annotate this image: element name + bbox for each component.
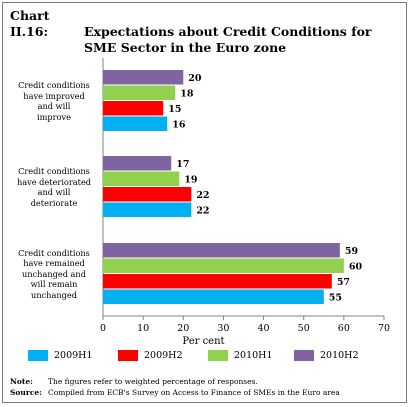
x-tick-label: 10: [137, 323, 149, 334]
data-label: 15: [168, 104, 181, 115]
legend-swatch: [118, 350, 138, 361]
data-label: 22: [196, 205, 209, 216]
legend-swatch: [294, 350, 314, 361]
data-label: 59: [345, 246, 359, 257]
bar: [103, 101, 164, 116]
data-label: 57: [337, 277, 350, 288]
category-label: Credit conditions have deteriorated and wi…: [6, 166, 102, 208]
category-label-line: Credit conditions: [18, 247, 90, 258]
category-label-line: Credit conditions: [18, 166, 90, 176]
category-label-line: have improved: [23, 90, 85, 101]
bar: [103, 274, 332, 289]
category-label: Credit conditions have improved and will im…: [6, 80, 102, 122]
x-axis-label: Per cent: [182, 336, 224, 347]
bar: [103, 202, 192, 217]
category-label-line: and will: [37, 187, 71, 197]
legend-swatch: [208, 350, 228, 361]
legend-label: 2009H1: [54, 350, 93, 361]
chart-title: Chart II.16: Expectations about Credit Co…: [10, 8, 400, 56]
bar: [103, 171, 180, 186]
source: Source: Compiled from ECB's Survey on Acc…: [10, 388, 405, 398]
note-text: The figures refer to weighted percentage…: [48, 377, 258, 386]
x-tick-label: 20: [177, 323, 189, 334]
category-label-line: will remain: [30, 279, 78, 290]
x-tick-label: 50: [298, 323, 310, 334]
bar: [103, 187, 192, 202]
x-tick-label: 60: [338, 323, 350, 334]
x-tick-label: 30: [217, 323, 229, 334]
data-label: 18: [180, 88, 194, 99]
bar: [103, 243, 340, 258]
source-text: Compiled from ECB's Survey on Access to …: [48, 388, 340, 397]
bar: [103, 156, 172, 171]
bar: [103, 116, 168, 131]
x-tick-label: 40: [258, 323, 270, 334]
bar: [103, 70, 184, 85]
bar: [103, 258, 344, 273]
legend-label: 2010H2: [320, 350, 359, 361]
data-label: 22: [196, 190, 209, 201]
chart-legend: 2009H1 2009H2 2010H1 2010H2: [28, 349, 408, 363]
x-tick-label: 0: [100, 323, 106, 334]
bar: [103, 85, 176, 100]
data-label: 60: [349, 261, 363, 272]
bar: [103, 289, 324, 304]
chart-title-line-1: Expectations about Credit Conditions for: [84, 24, 372, 39]
source-label: Source:: [10, 388, 42, 397]
category-label-line: have remained: [23, 258, 85, 269]
data-label: 19: [184, 174, 198, 185]
data-label: 20: [188, 73, 202, 84]
category-label: Credit conditions have remained unchanged …: [6, 248, 102, 301]
category-label-line: improve: [37, 111, 71, 122]
x-tick-label: 70: [378, 323, 390, 334]
category-label-line: have deteriorated: [16, 176, 92, 187]
category-label-line: Credit conditions: [18, 80, 90, 90]
category-label-line: unchanged and: [22, 268, 86, 279]
data-label: 16: [172, 119, 186, 130]
category-label-line: unchanged: [31, 289, 77, 300]
data-label: 55: [329, 292, 342, 303]
chart-number: Chart II.16:: [10, 8, 50, 39]
data-label: 17: [176, 159, 189, 170]
legend-label: 2009H2: [144, 350, 183, 361]
category-label-line: and will: [37, 101, 71, 111]
chart-title-line-2: SME Sector in the Euro zone: [84, 40, 287, 55]
category-label-line: deteriorate: [30, 197, 78, 208]
legend-swatch: [28, 350, 48, 361]
note-label: Note:: [10, 377, 33, 386]
note: Note: The figures refer to weighted perce…: [10, 377, 405, 387]
chart-frame: [2, 2, 407, 403]
legend-label: 2010H1: [234, 350, 273, 361]
